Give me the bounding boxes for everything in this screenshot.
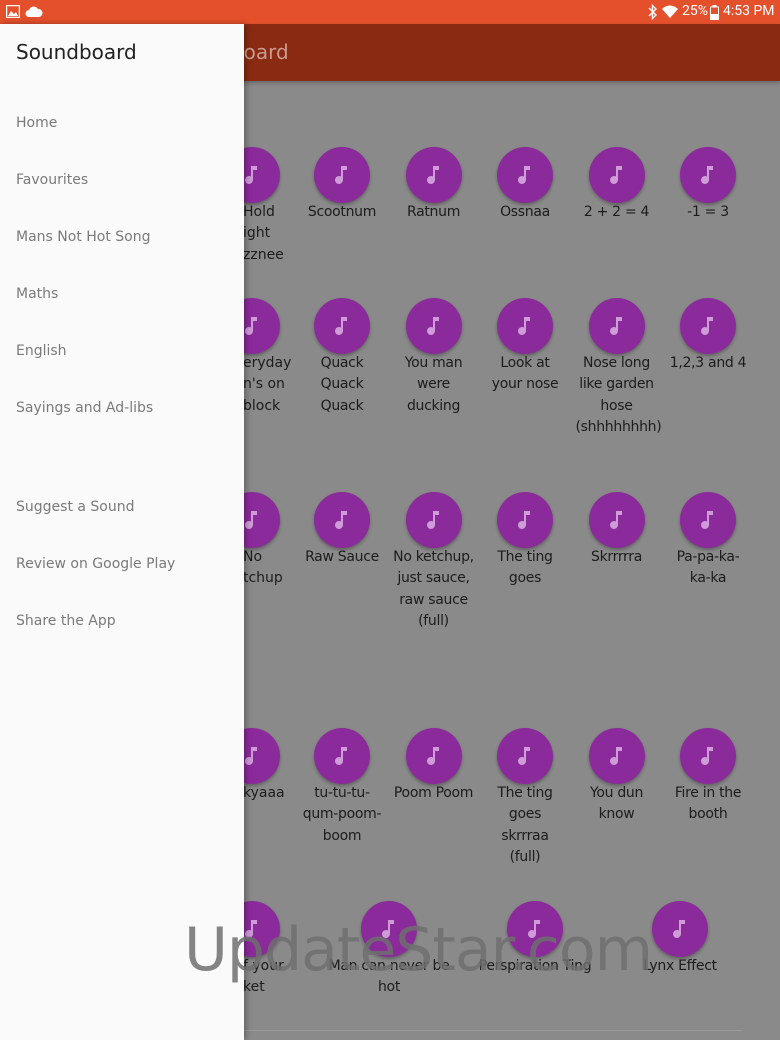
sound-button[interactable] — [588, 298, 645, 354]
drawer-item[interactable]: Share the App — [16, 613, 116, 629]
sound-button[interactable] — [405, 728, 462, 784]
sound-label: Hold — [243, 204, 275, 220]
sound-label: tchup — [243, 570, 283, 587]
sound-label: Man can never be hot — [328, 958, 450, 996]
sound-label: You dun know — [589, 785, 644, 823]
sound-button[interactable] — [588, 147, 645, 203]
sound-button[interactable] — [405, 147, 462, 203]
sound-label: Perspiration Ting — [478, 958, 592, 974]
drawer-item[interactable]: Review on Google Play — [16, 556, 176, 572]
battery-percent: 25% — [682, 3, 708, 19]
drawer-title: Soundboard — [16, 40, 137, 64]
drawer-item[interactable]: Suggest a Sound — [16, 499, 135, 515]
cloud-icon — [25, 6, 43, 17]
drawer-item[interactable]: Favourites — [16, 172, 89, 188]
sound-label: Nose long like garden hose (shhhhhhhh) — [575, 355, 662, 435]
sound-button[interactable] — [497, 492, 553, 548]
sound-label: The ting goes — [497, 549, 553, 587]
bluetooth-icon — [648, 4, 657, 20]
sound-button[interactable] — [405, 492, 462, 548]
sound-button[interactable] — [680, 728, 736, 784]
sound-button[interactable] — [314, 728, 370, 784]
sound-button[interactable] — [497, 298, 553, 354]
drawer-item[interactable]: Maths — [16, 286, 59, 302]
sound-button[interactable] — [680, 147, 736, 203]
sound-label: Quack Quack Quack — [320, 355, 364, 414]
drawer-item[interactable]: Mans Not Hot Song — [16, 229, 151, 245]
sound-button[interactable] — [588, 728, 645, 784]
wifi-icon — [662, 5, 678, 18]
sound-label: No — [243, 549, 263, 565]
sound-label: ket — [243, 979, 265, 996]
drawer-item[interactable]: Sayings and Ad-libs — [16, 400, 154, 416]
sound-label: -1 = 3 — [687, 204, 729, 220]
sound-label: n's on — [243, 376, 285, 393]
sound-label: eryday — [243, 355, 292, 371]
clock: 4:53 PM — [723, 3, 775, 19]
sound-label: The ting goes skrrraa (full) — [497, 785, 553, 865]
sound-label: Pa-pa-ka-ka-ka — [676, 549, 740, 587]
sound-label: Scootnum — [307, 204, 377, 220]
sound-button[interactable] — [361, 901, 417, 957]
sound-label: tu-tu-tu-qum-poom-boom — [302, 785, 382, 844]
sound-label: Raw Sauce — [305, 549, 379, 565]
gallery-icon — [6, 5, 20, 18]
sound-button[interactable] — [652, 901, 708, 957]
sound-label: 1,2,3 and 4 — [669, 355, 747, 371]
sound-label: You man were ducking — [404, 355, 463, 414]
sound-label: Lynx Effect — [643, 958, 717, 974]
sound-label: Skrrrrra — [591, 549, 642, 565]
drawer-item[interactable]: English — [16, 343, 67, 359]
sound-button[interactable] — [314, 492, 370, 548]
sound-button[interactable] — [405, 298, 462, 354]
navigation-drawer: Soundboard Home Favourites Mans Not Hot So… — [0, 24, 244, 1040]
sound-button[interactable] — [680, 492, 736, 548]
drawer-item[interactable]: Home — [16, 115, 58, 131]
watermark: UpdateStar.com — [184, 915, 653, 985]
sound-label: Fire in the booth — [674, 785, 742, 823]
sound-button[interactable] — [314, 147, 370, 203]
sound-label: Ossnaa — [500, 204, 550, 220]
divider — [244, 1030, 742, 1031]
sound-label: f your — [243, 958, 284, 974]
sound-label: Look at your nose — [491, 355, 559, 393]
sound-button[interactable] — [588, 492, 645, 548]
sound-label: kyaaa — [243, 785, 285, 801]
sound-button[interactable] — [497, 728, 553, 784]
battery-icon — [710, 5, 719, 20]
status-bar: 25% 4:53 PM — [0, 0, 780, 24]
sound-label: ight — [243, 225, 271, 242]
sound-button[interactable] — [507, 901, 563, 957]
sound-label: No ketchup, just sauce, raw sauce (full) — [393, 549, 474, 629]
sound-button[interactable] — [314, 298, 370, 354]
sound-label: zznee — [243, 246, 284, 263]
sound-label: 2 + 2 = 4 — [583, 204, 650, 220]
sound-button[interactable] — [680, 298, 736, 354]
sound-label: Poom Poom — [393, 785, 474, 801]
sound-button[interactable] — [497, 147, 553, 203]
sound-label: Ratnum — [406, 204, 461, 220]
sound-label: block — [243, 397, 281, 414]
